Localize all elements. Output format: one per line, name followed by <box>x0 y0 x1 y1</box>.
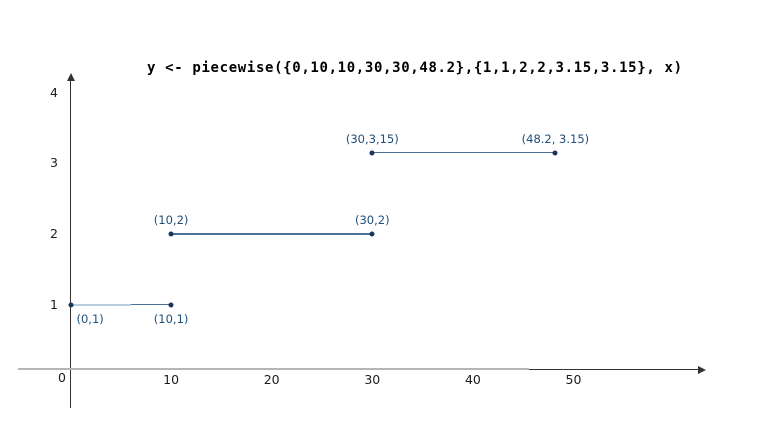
point-label: (0,1) <box>76 311 104 326</box>
data-point <box>168 302 174 308</box>
segment-line <box>372 152 556 154</box>
point-label: (30,3,15) <box>345 131 399 146</box>
data-point <box>369 231 375 237</box>
x-axis-arrow-icon <box>698 365 706 374</box>
y-axis-arrow-icon <box>66 73 75 81</box>
x-tick-label: 10 <box>163 372 180 387</box>
x-tick-label: 30 <box>364 372 381 387</box>
x-axis-line <box>529 369 700 371</box>
point-label: (30,2) <box>355 213 390 228</box>
y-tick-label: 1 <box>50 296 58 312</box>
y-tick-label: 3 <box>50 155 58 171</box>
segment-line <box>171 233 373 235</box>
data-point <box>168 231 174 237</box>
point-label: (48.2, 3.15) <box>521 131 590 146</box>
point-label: (10,1) <box>153 311 189 326</box>
chart-title: y <- piecewise({0,10,10,30,30,48.2},{1,1… <box>147 60 683 76</box>
x-tick-label: 40 <box>464 372 481 387</box>
data-point <box>369 150 375 156</box>
x-tick-label: 50 <box>565 372 582 387</box>
segment-highlight <box>70 303 131 307</box>
origin-tick-label: 0 <box>58 370 66 385</box>
x-axis-line-gray <box>18 367 529 371</box>
y-tick-label: 4 <box>50 84 58 100</box>
data-point <box>68 302 73 308</box>
y-tick-label: 2 <box>50 226 58 242</box>
x-tick-label: 20 <box>263 372 280 387</box>
point-label: (10,2) <box>153 213 189 228</box>
data-point <box>552 150 558 156</box>
y-axis-line <box>70 80 72 408</box>
